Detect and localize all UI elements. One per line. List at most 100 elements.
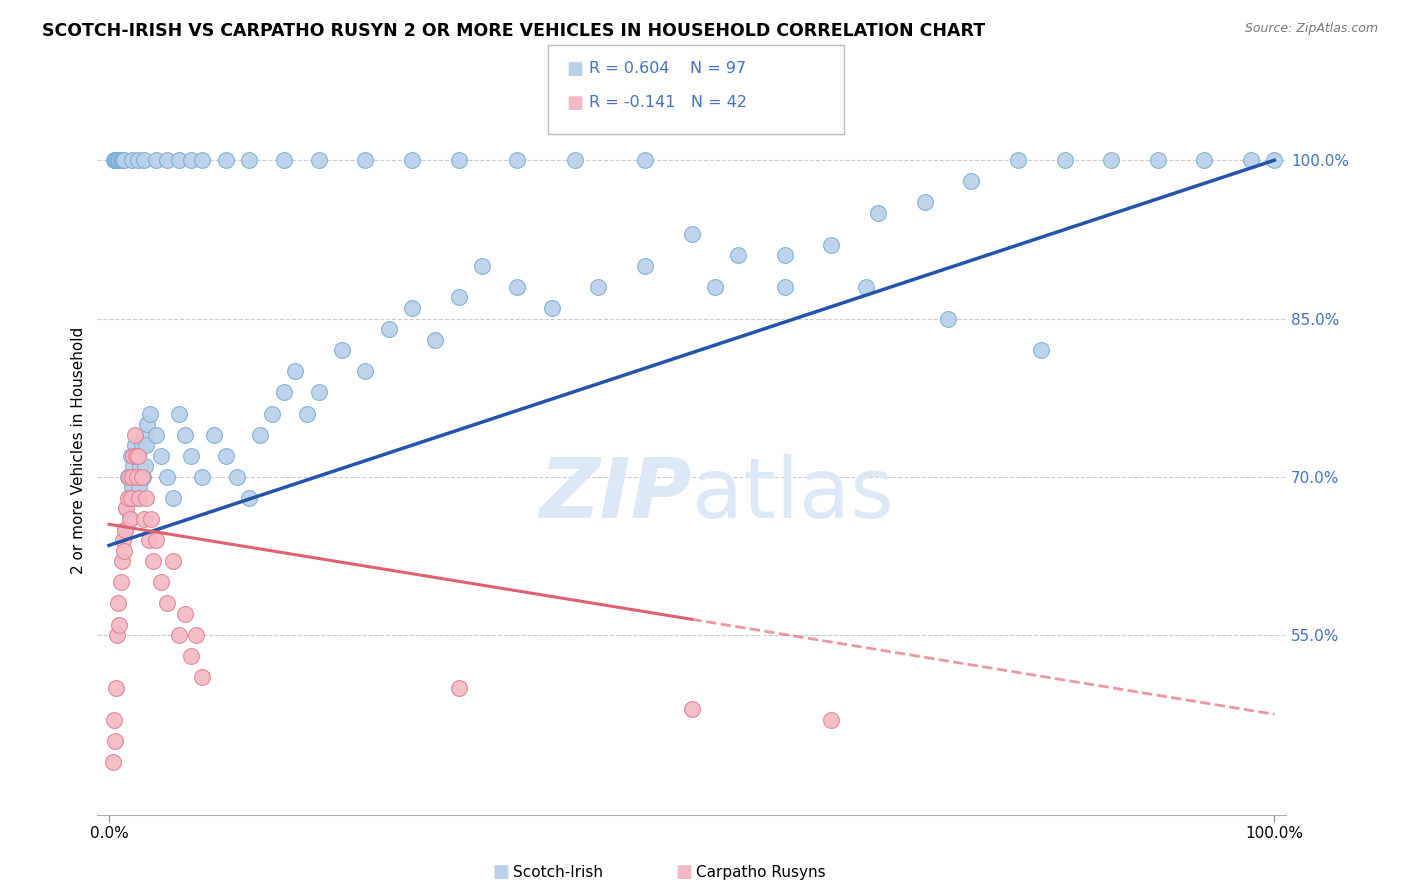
Point xyxy=(214,153,236,168)
Point xyxy=(124,438,146,452)
Point xyxy=(112,153,135,168)
Point xyxy=(145,153,167,168)
Point xyxy=(1053,153,1076,168)
Point xyxy=(820,713,842,727)
Point xyxy=(284,364,307,378)
Point xyxy=(111,153,134,168)
Point xyxy=(111,554,134,568)
Point xyxy=(425,333,447,347)
Point xyxy=(135,438,157,452)
Point xyxy=(125,449,148,463)
Point xyxy=(564,153,586,168)
Text: ■: ■ xyxy=(567,60,583,78)
Point xyxy=(173,427,195,442)
Point xyxy=(820,237,842,252)
Point xyxy=(471,259,494,273)
Point xyxy=(191,153,214,168)
Point xyxy=(121,153,143,168)
Point xyxy=(308,153,330,168)
Point xyxy=(127,449,149,463)
Point xyxy=(117,470,139,484)
Point xyxy=(1240,153,1263,168)
Text: ■: ■ xyxy=(567,94,583,112)
Point xyxy=(121,470,143,484)
Point xyxy=(104,153,127,168)
Point xyxy=(354,153,377,168)
Point xyxy=(142,554,165,568)
Point xyxy=(447,153,470,168)
Point xyxy=(308,385,330,400)
Point xyxy=(131,470,153,484)
Point xyxy=(262,407,284,421)
Point xyxy=(960,174,983,188)
Point xyxy=(773,280,796,294)
Point xyxy=(128,491,150,505)
Point xyxy=(150,575,173,590)
Point xyxy=(167,407,190,421)
Point xyxy=(1263,153,1285,168)
Point xyxy=(125,491,148,505)
Point xyxy=(122,459,145,474)
Point xyxy=(1007,153,1029,168)
Point xyxy=(226,470,249,484)
Point xyxy=(377,322,399,336)
Text: ZIP: ZIP xyxy=(538,454,692,534)
Point xyxy=(110,575,132,590)
Point xyxy=(125,470,148,484)
Point xyxy=(447,290,470,304)
Point xyxy=(180,153,202,168)
Point xyxy=(145,427,167,442)
Text: SCOTCH-IRISH VS CARPATHO RUSYN 2 OR MORE VEHICLES IN HOUSEHOLD CORRELATION CHART: SCOTCH-IRISH VS CARPATHO RUSYN 2 OR MORE… xyxy=(42,22,986,40)
Point xyxy=(136,417,159,431)
Point xyxy=(249,427,271,442)
Point xyxy=(118,512,141,526)
Point xyxy=(180,649,202,664)
Point xyxy=(111,533,134,548)
Point xyxy=(139,512,162,526)
Point xyxy=(105,153,128,168)
Point xyxy=(128,480,150,494)
Point xyxy=(135,491,157,505)
Point xyxy=(704,280,727,294)
Point xyxy=(238,491,260,505)
Point xyxy=(110,153,132,168)
Point xyxy=(108,617,131,632)
Point xyxy=(588,280,610,294)
Point xyxy=(634,259,657,273)
Point xyxy=(273,385,295,400)
Point xyxy=(118,491,141,505)
Point xyxy=(156,597,179,611)
Point xyxy=(134,459,156,474)
Point xyxy=(173,607,195,621)
Point xyxy=(107,597,129,611)
Point xyxy=(167,153,190,168)
Text: Source: ZipAtlas.com: Source: ZipAtlas.com xyxy=(1244,22,1378,36)
Point xyxy=(103,153,125,168)
Point xyxy=(125,470,148,484)
Point xyxy=(114,523,136,537)
Point xyxy=(105,628,128,642)
Text: R = 0.604    N = 97: R = 0.604 N = 97 xyxy=(589,62,747,76)
Text: ■: ■ xyxy=(675,863,692,881)
Point xyxy=(101,755,124,769)
Text: Scotch-Irish: Scotch-Irish xyxy=(513,865,603,880)
Point xyxy=(681,227,703,241)
Point xyxy=(506,280,529,294)
Point xyxy=(162,554,184,568)
Point xyxy=(132,512,155,526)
Point xyxy=(129,459,152,474)
Point xyxy=(273,153,295,168)
Text: R = -0.141   N = 42: R = -0.141 N = 42 xyxy=(589,95,747,110)
Point xyxy=(104,733,127,747)
Point xyxy=(112,543,135,558)
Point xyxy=(634,153,657,168)
Point xyxy=(238,153,260,168)
Point xyxy=(121,480,143,494)
Point xyxy=(773,248,796,262)
Point xyxy=(191,470,214,484)
Y-axis label: 2 or more Vehicles in Household: 2 or more Vehicles in Household xyxy=(72,326,86,574)
Point xyxy=(107,153,129,168)
Point xyxy=(1099,153,1122,168)
Point xyxy=(105,681,128,695)
Point xyxy=(120,449,142,463)
